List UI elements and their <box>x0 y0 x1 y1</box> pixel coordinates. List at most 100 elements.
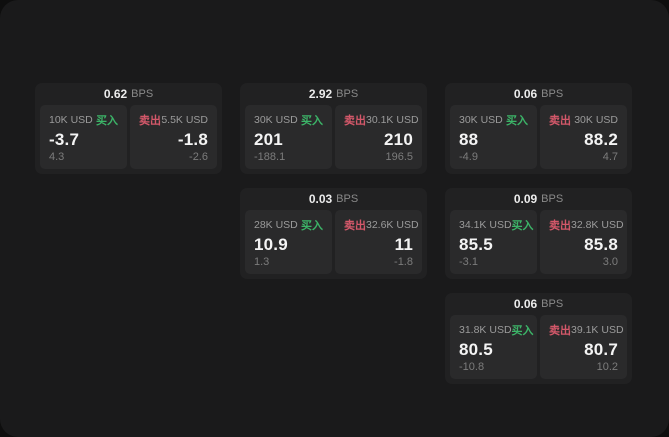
sell-change: 4.7 <box>602 151 618 163</box>
sell-top-row: 卖出 39.1K USD <box>549 322 624 338</box>
buy-amount: 30K USD <box>459 114 503 126</box>
quote-card[interactable]: 2.92 BPS 30K USD 买入 201 -188.1 卖出 30.1K … <box>240 83 427 174</box>
sell-price: -1.8 <box>177 129 208 149</box>
buy-top-row: 10K USD 买入 <box>49 112 118 128</box>
buy-quote-panel[interactable]: 28K USD 买入 10.9 1.3 <box>245 210 332 274</box>
buy-change: 1.3 <box>254 256 270 268</box>
buy-quote-panel[interactable]: 34.1K USD 买入 85.5 -3.1 <box>450 210 537 274</box>
buy-top-row: 34.1K USD 买入 <box>459 217 534 233</box>
sell-amount: 32.8K USD <box>571 219 624 231</box>
card-header: 2.92 BPS <box>240 83 427 105</box>
buy-top-row: 31.8K USD 买入 <box>459 322 534 338</box>
sell-quote-panel[interactable]: 卖出 39.1K USD 80.7 10.2 <box>540 315 627 379</box>
sell-quote-panel[interactable]: 卖出 32.8K USD 85.8 3.0 <box>540 210 627 274</box>
buy-price: 88 <box>459 129 479 149</box>
sell-top-row: 卖出 32.8K USD <box>549 217 624 233</box>
sell-price: 210 <box>384 129 413 149</box>
sell-price: 88.2 <box>584 129 618 149</box>
sell-change: 196.5 <box>385 151 413 163</box>
buy-change: -4.9 <box>459 151 478 163</box>
card-header: 0.06 BPS <box>445 293 632 315</box>
buy-label: 买入 <box>301 220 323 232</box>
sell-amount: 39.1K USD <box>571 324 624 336</box>
bps-value: 2.92 <box>308 87 333 101</box>
card-body: 10K USD 买入 -3.7 4.3 卖出 5.5K USD -1.8 -2.… <box>35 105 222 174</box>
sell-quote-panel[interactable]: 卖出 30K USD 88.2 4.7 <box>540 105 627 169</box>
card-header: 0.62 BPS <box>35 83 222 105</box>
buy-change: -188.1 <box>254 151 286 163</box>
buy-amount: 10K USD <box>49 114 93 126</box>
sell-price: 80.7 <box>584 339 618 359</box>
sell-top-row: 卖出 32.6K USD <box>344 217 419 233</box>
buy-change: -10.8 <box>459 361 485 373</box>
card-body: 28K USD 买入 10.9 1.3 卖出 32.6K USD 11 -1.8 <box>240 210 427 279</box>
card-body: 30K USD 买入 88 -4.9 卖出 30K USD 88.2 4.7 <box>445 105 632 174</box>
sell-top-row: 卖出 5.5K USD <box>139 112 208 128</box>
buy-label: 买入 <box>506 115 528 127</box>
bps-value: 0.09 <box>513 192 538 206</box>
sell-top-row: 卖出 30K USD <box>549 112 618 128</box>
sell-price: 11 <box>394 234 413 254</box>
buy-price: 10.9 <box>254 234 288 254</box>
quote-card[interactable]: 0.62 BPS 10K USD 买入 -3.7 4.3 卖出 5.5K USD… <box>35 83 222 174</box>
buy-price: -3.7 <box>49 129 80 149</box>
buy-label: 买入 <box>511 220 534 232</box>
sell-label: 卖出 <box>139 115 161 127</box>
buy-change: 4.3 <box>49 151 65 163</box>
sell-change: 3.0 <box>602 256 618 268</box>
buy-price: 201 <box>254 129 283 149</box>
buy-quote-panel[interactable]: 31.8K USD 买入 80.5 -10.8 <box>450 315 537 379</box>
quote-card[interactable]: 0.06 BPS 30K USD 买入 88 -4.9 卖出 30K USD 8… <box>445 83 632 174</box>
buy-amount: 31.8K USD <box>459 324 512 336</box>
card-body: 30K USD 买入 201 -188.1 卖出 30.1K USD 210 1… <box>240 105 427 174</box>
buy-price: 80.5 <box>459 339 493 359</box>
sell-change: -2.6 <box>189 151 208 163</box>
buy-top-row: 30K USD 买入 <box>254 112 323 128</box>
buy-top-row: 30K USD 买入 <box>459 112 528 128</box>
card-header: 0.03 BPS <box>240 188 427 210</box>
bps-unit-label: BPS <box>336 88 359 100</box>
sell-label: 卖出 <box>549 220 571 232</box>
card-body: 34.1K USD 买入 85.5 -3.1 卖出 32.8K USD 85.8… <box>445 210 632 279</box>
buy-label: 买入 <box>301 115 323 127</box>
sell-quote-panel[interactable]: 卖出 5.5K USD -1.8 -2.6 <box>130 105 217 169</box>
buy-quote-panel[interactable]: 30K USD 买入 88 -4.9 <box>450 105 537 169</box>
buy-label: 买入 <box>511 325 534 337</box>
bps-unit-label: BPS <box>541 88 564 100</box>
buy-amount: 28K USD <box>254 219 298 231</box>
card-header: 0.09 BPS <box>445 188 632 210</box>
buy-label: 买入 <box>96 115 118 127</box>
sell-label: 卖出 <box>549 115 571 127</box>
bps-value: 0.03 <box>308 192 333 206</box>
bps-value: 0.62 <box>103 87 128 101</box>
quote-card[interactable]: 0.03 BPS 28K USD 买入 10.9 1.3 卖出 32.6K US… <box>240 188 427 279</box>
buy-top-row: 28K USD 买入 <box>254 217 323 233</box>
bps-value: 0.06 <box>513 297 538 311</box>
bps-unit-label: BPS <box>541 193 564 205</box>
sell-top-row: 卖出 30.1K USD <box>344 112 419 128</box>
card-header: 0.06 BPS <box>445 83 632 105</box>
buy-price: 85.5 <box>459 234 493 254</box>
buy-amount: 34.1K USD <box>459 219 512 231</box>
quote-card[interactable]: 0.06 BPS 31.8K USD 买入 80.5 -10.8 卖出 39.1… <box>445 293 632 384</box>
bps-unit-label: BPS <box>336 193 359 205</box>
buy-amount: 30K USD <box>254 114 298 126</box>
buy-change: -3.1 <box>459 256 478 268</box>
sell-quote-panel[interactable]: 卖出 30.1K USD 210 196.5 <box>335 105 422 169</box>
sell-amount: 30K USD <box>574 114 618 126</box>
sell-label: 卖出 <box>549 325 571 337</box>
buy-quote-panel[interactable]: 10K USD 买入 -3.7 4.3 <box>40 105 127 169</box>
sell-change: -1.8 <box>394 256 413 268</box>
card-body: 31.8K USD 买入 80.5 -10.8 卖出 39.1K USD 80.… <box>445 315 632 384</box>
quote-card[interactable]: 0.09 BPS 34.1K USD 买入 85.5 -3.1 卖出 32.8K… <box>445 188 632 279</box>
sell-amount: 5.5K USD <box>161 114 208 126</box>
sell-amount: 30.1K USD <box>366 114 419 126</box>
sell-quote-panel[interactable]: 卖出 32.6K USD 11 -1.8 <box>335 210 422 274</box>
sell-amount: 32.6K USD <box>366 219 419 231</box>
bps-unit-label: BPS <box>541 298 564 310</box>
sell-change: 10.2 <box>596 361 618 373</box>
bps-value: 0.06 <box>513 87 538 101</box>
buy-quote-panel[interactable]: 30K USD 买入 201 -188.1 <box>245 105 332 169</box>
sell-price: 85.8 <box>584 234 618 254</box>
